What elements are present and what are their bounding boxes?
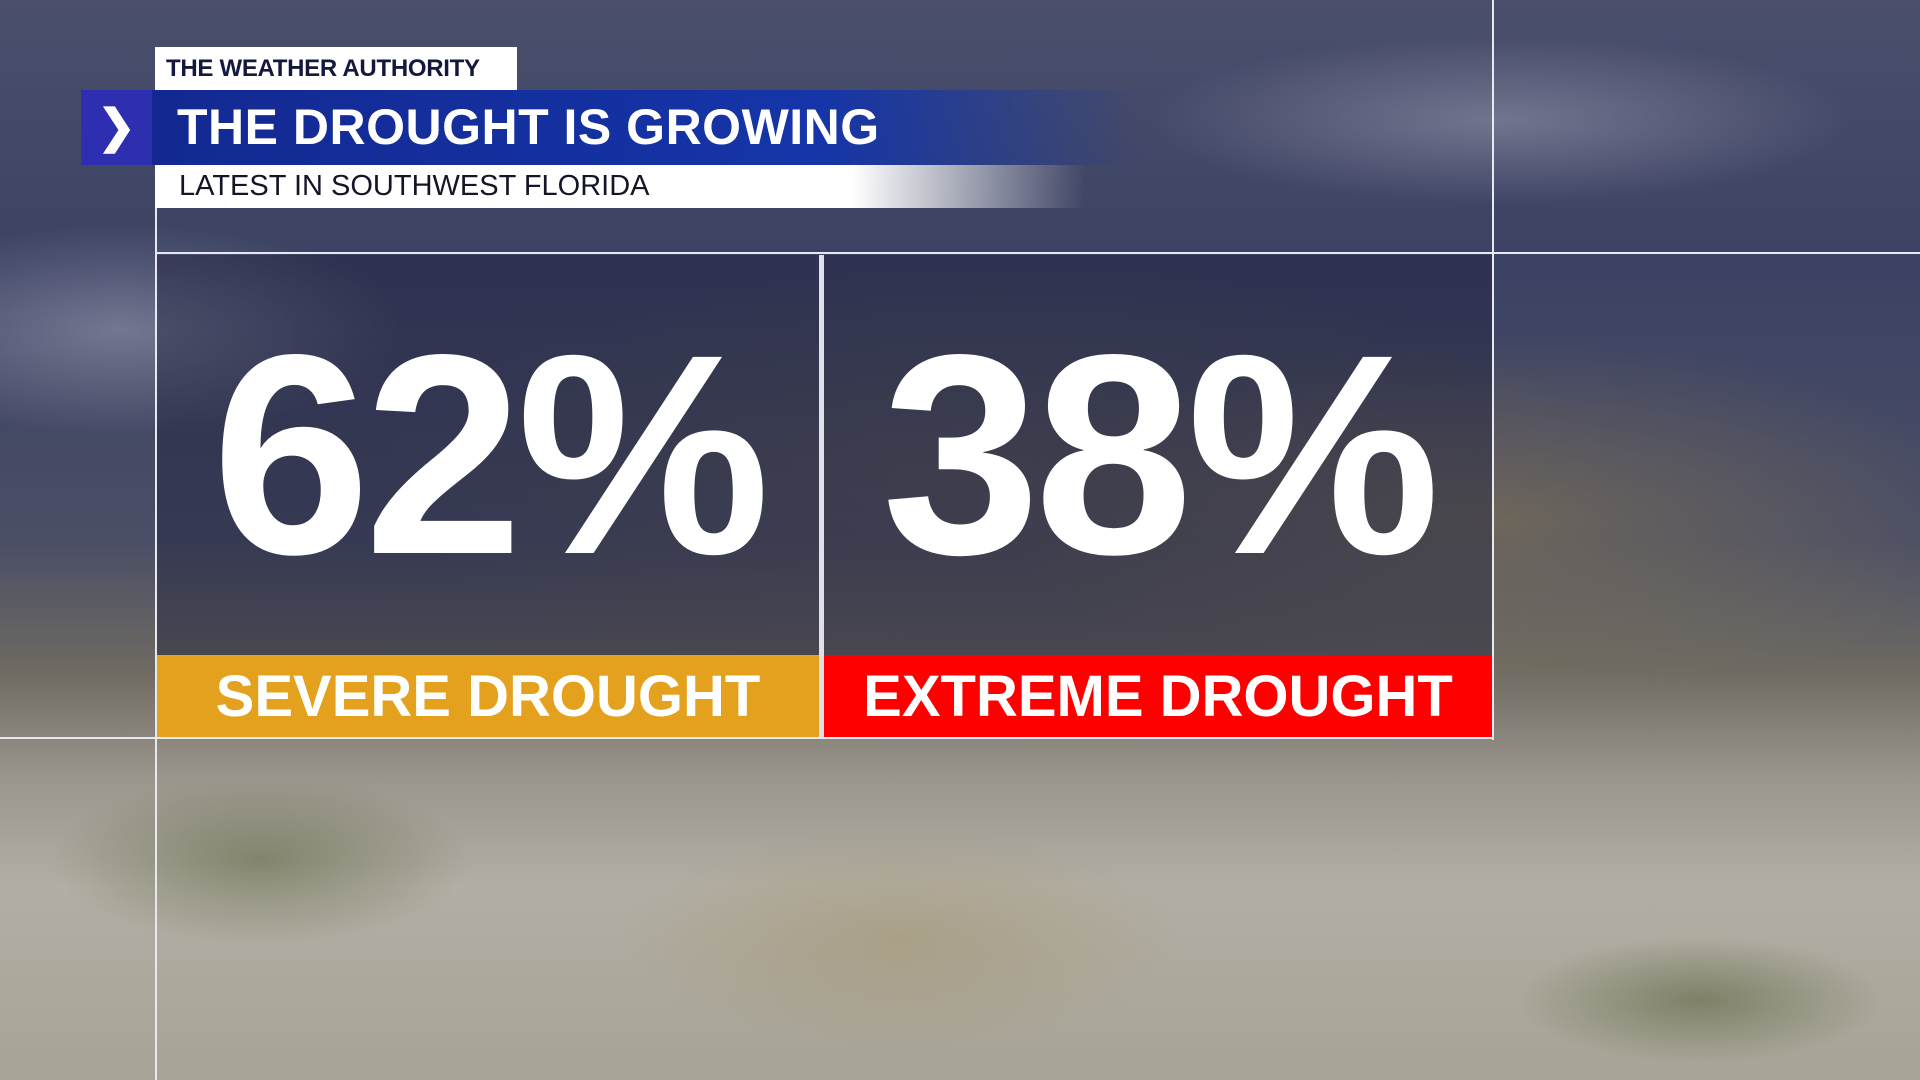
brand-tag: THE WEATHER AUTHORITY (155, 47, 517, 90)
title-bar: ❯ THE DROUGHT IS GROWING (81, 90, 1141, 165)
grid-line (1492, 0, 1494, 740)
grid-line (819, 255, 824, 737)
page-title: THE DROUGHT IS GROWING (177, 99, 880, 155)
grid-line (155, 252, 1920, 254)
stat-panel-extreme: 38% EXTREME DROUGHT (824, 255, 1492, 737)
stat-panel-severe: 62% SEVERE DROUGHT (157, 255, 819, 737)
stat-value: 62% (157, 255, 819, 655)
stat-value: 38% (824, 255, 1492, 655)
grid-line (155, 208, 157, 1080)
stat-label: SEVERE DROUGHT (157, 655, 819, 737)
chevron-right-icon: ❯ (81, 90, 152, 165)
grid-line (0, 737, 1494, 739)
stat-label: EXTREME DROUGHT (824, 655, 1492, 737)
subtitle-bar: LATEST IN SOUTHWEST FLORIDA (155, 165, 1085, 208)
background-beach-grass (0, 740, 1920, 1080)
subtitle: LATEST IN SOUTHWEST FLORIDA (179, 170, 650, 202)
